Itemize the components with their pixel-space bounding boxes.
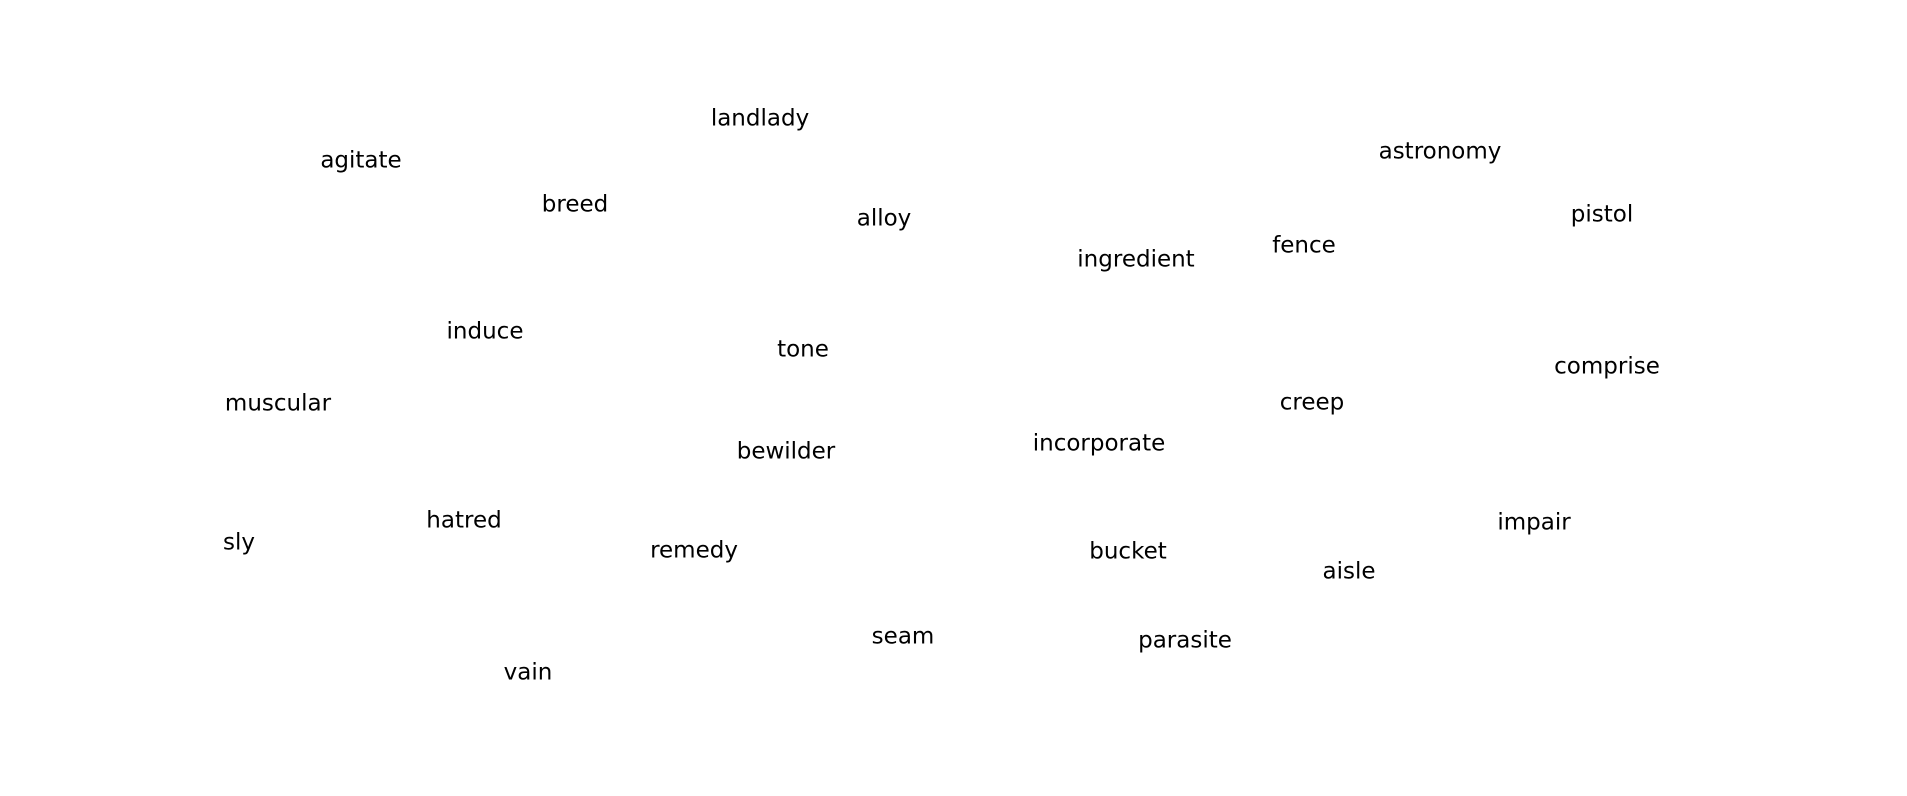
word-breed: breed — [541, 191, 609, 218]
word-alloy: alloy — [856, 205, 912, 232]
word-impair: impair — [1497, 509, 1571, 536]
word-seam: seam — [871, 623, 935, 650]
word-bucket: bucket — [1089, 538, 1167, 565]
word-pistol: pistol — [1570, 201, 1634, 228]
word-tone: tone — [777, 336, 829, 363]
word-agitate: agitate — [320, 147, 402, 174]
word-aisle: aisle — [1322, 558, 1376, 585]
word-induce: induce — [446, 318, 524, 345]
word-fence: fence — [1272, 232, 1336, 259]
word-hatred: hatred — [426, 507, 502, 534]
word-remedy: remedy — [650, 537, 738, 564]
word-sly: sly — [223, 529, 255, 556]
word-ingredient: ingredient — [1077, 246, 1195, 273]
word-comprise: comprise — [1554, 353, 1660, 380]
word-parasite: parasite — [1138, 627, 1232, 654]
word-astronomy: astronomy — [1378, 138, 1502, 165]
word-creep: creep — [1279, 389, 1345, 416]
word-muscular: muscular — [224, 390, 332, 417]
word-landlady: landlady — [710, 105, 810, 132]
word-incorporate: incorporate — [1032, 430, 1166, 457]
word-bewilder: bewilder — [736, 438, 836, 465]
word-vain: vain — [503, 659, 553, 686]
